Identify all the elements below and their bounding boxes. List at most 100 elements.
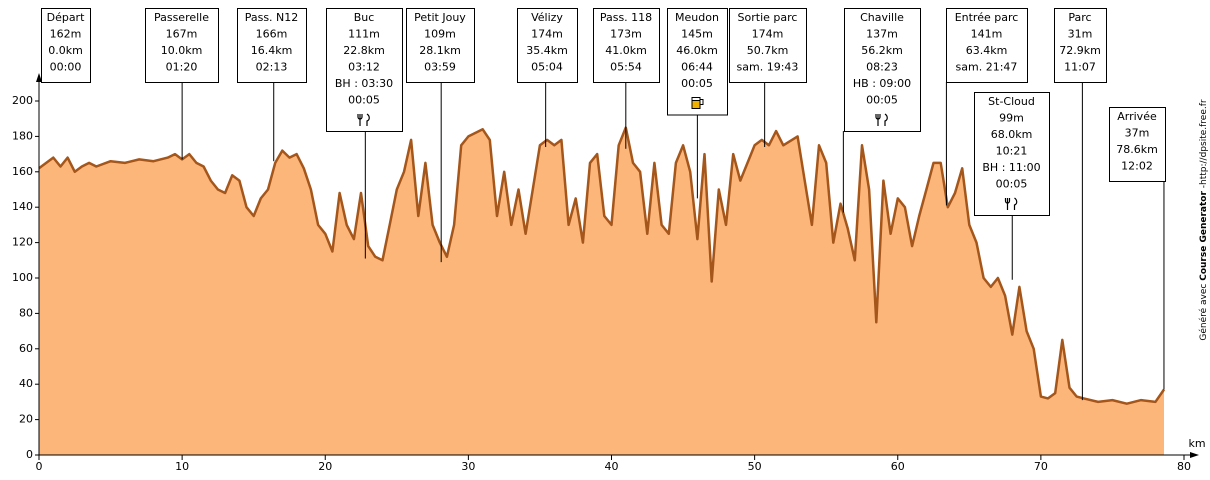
waypoint-text: Pass. N12 [245, 11, 299, 24]
x-axis-arrow [1190, 452, 1199, 458]
waypoint-text: Entrée parc [955, 11, 1019, 24]
waypoint-box [326, 8, 403, 132]
x-tick-label: 80 [1177, 460, 1191, 473]
credit-part: -http://dpsite.free.fr [1199, 99, 1209, 191]
waypoint-text: 63.4km [966, 44, 1008, 57]
waypoint-box [517, 8, 578, 83]
waypoint-text: Buc [354, 11, 375, 24]
waypoint-text: 173m [610, 28, 642, 41]
waypoint-text: 37m [1125, 127, 1150, 140]
waypoint-text: 109m [424, 28, 456, 41]
waypoint-text: Parc [1068, 11, 1091, 24]
waypoint-text: 145m [681, 28, 713, 41]
waypoint-text: 10:21 [996, 145, 1028, 158]
waypoint-text: 00:05 [348, 94, 380, 107]
waypoint-text: 16.4km [251, 44, 293, 57]
credit: Généré avec Course Generator -http://dps… [1198, 99, 1209, 341]
waypoint-text: 08:23 [866, 61, 898, 74]
x-tick-label: 0 [36, 460, 43, 473]
y-tick-label: 80 [19, 306, 33, 319]
x-tick-label: 20 [318, 460, 332, 473]
icon-food [1004, 197, 1018, 210]
waypoint-text: sam. 21:47 [956, 61, 1018, 74]
waypoint-text: 137m [866, 28, 898, 41]
waypoint-box [145, 8, 219, 83]
waypoint-text: Passerelle [154, 11, 209, 24]
waypoint-text: 78.6km [1116, 143, 1158, 156]
waypoint-text: 00:05 [866, 94, 898, 107]
waypoint-text: sam. 19:43 [737, 61, 799, 74]
credit-part: Généré avec [1198, 281, 1209, 341]
waypoint-text: Arrivée [1117, 110, 1157, 123]
waypoint-text: 01:20 [166, 61, 198, 74]
waypoint-text: 141m [971, 28, 1003, 41]
waypoint-text: HB : 09:00 [853, 77, 911, 90]
y-tick-label: 180 [12, 129, 33, 142]
y-tick-label: 160 [12, 165, 33, 178]
waypoint-text: 10.0km [161, 44, 203, 57]
waypoint-text: Vélizy [531, 11, 563, 24]
waypoint-text: 166m [256, 28, 288, 41]
waypoint-text: 174m [531, 28, 563, 41]
waypoint-text: 00:00 [50, 61, 82, 74]
icon-food [357, 113, 370, 126]
y-tick-label: 120 [12, 236, 33, 249]
icon-drink-foam [691, 97, 701, 101]
waypoint-text: 56.2km [861, 44, 903, 57]
y-tick-label: 20 [19, 413, 33, 426]
y-axis-arrow [36, 73, 42, 82]
waypoint-text: Sortie parc [738, 11, 798, 24]
credit-part: Course Generator [1199, 191, 1209, 281]
waypoint-text: 72.9km [1059, 44, 1101, 57]
waypoint-text: Chaville [860, 11, 904, 24]
waypoint-text: 05:54 [610, 61, 642, 74]
y-tick-label: 0 [26, 448, 33, 461]
waypoint-text: 03:59 [424, 61, 456, 74]
x-axis-label: km [1188, 437, 1205, 450]
waypoint-text: 111m [348, 28, 380, 41]
icon-food [875, 113, 888, 126]
waypoint-text: 22.8km [343, 44, 385, 57]
waypoint-text: 174m [752, 28, 784, 41]
waypoint-text: Petit Jouy [414, 11, 466, 24]
waypoint-text: 11:07 [1064, 61, 1096, 74]
waypoint-text: 99m [999, 112, 1024, 125]
waypoint-text: 00:05 [681, 77, 713, 90]
waypoint-text: 28.1km [419, 44, 461, 57]
waypoint-text: BH : 11:00 [982, 161, 1040, 174]
y-tick-label: 200 [12, 94, 33, 107]
x-tick-label: 30 [461, 460, 475, 473]
waypoint-text: Départ [47, 11, 85, 24]
x-tick-label: 40 [605, 460, 619, 473]
waypoint-text: 31m [1068, 28, 1093, 41]
waypoint-text: 68.0km [991, 128, 1033, 141]
waypoint-text: 12:02 [1121, 160, 1153, 173]
waypoint-text: 35.4km [526, 44, 568, 57]
waypoint-text: Meudon [675, 11, 719, 24]
waypoint-text: 02:13 [256, 61, 288, 74]
waypoint-text: 0.0km [48, 44, 83, 57]
waypoint-box [237, 8, 307, 83]
waypoint-box [406, 8, 475, 83]
waypoint-text: 167m [166, 28, 198, 41]
waypoint-text: 05:04 [531, 61, 563, 74]
y-tick-label: 60 [19, 342, 33, 355]
waypoint-text: 162m [50, 28, 82, 41]
profile-line [38, 126, 1166, 405]
waypoint-box [729, 8, 807, 83]
waypoint-text: BH : 03:30 [335, 77, 393, 90]
y-tick-label: 40 [19, 377, 33, 390]
x-tick-label: 50 [748, 460, 762, 473]
icon-drink-handle [700, 99, 704, 105]
y-tick-label: 140 [12, 200, 33, 213]
x-tick-label: 10 [175, 460, 189, 473]
waypoint-text: 46.0km [676, 44, 718, 57]
x-tick-label: 60 [891, 460, 905, 473]
waypoint-text: 50.7km [747, 44, 789, 57]
waypoint-text: 03:12 [348, 61, 380, 74]
waypoint-box [41, 8, 91, 83]
waypoint-text: Pass. 118 [600, 11, 652, 24]
x-tick-label: 70 [1034, 460, 1048, 473]
